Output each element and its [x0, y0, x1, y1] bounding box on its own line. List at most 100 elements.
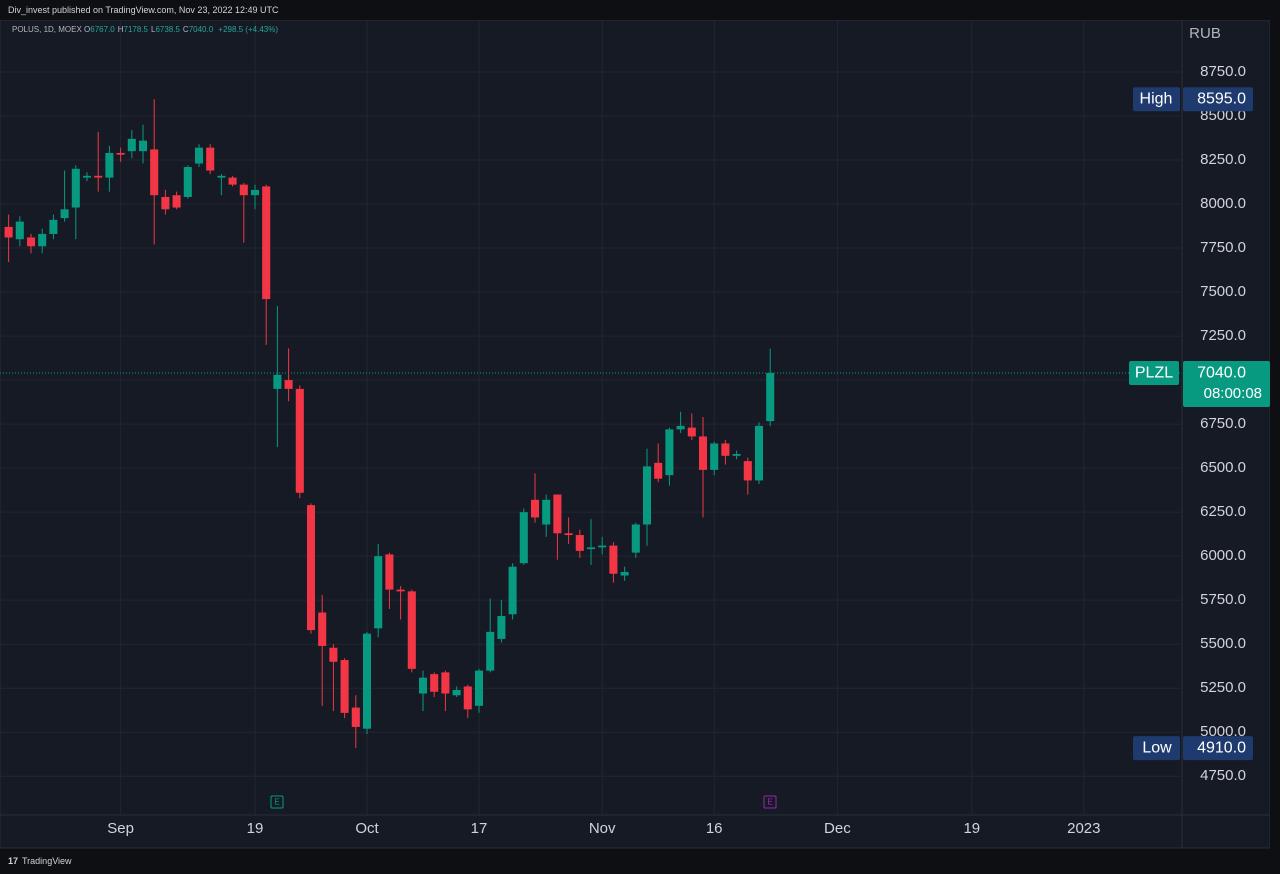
candle-body — [407, 591, 416, 669]
candle-body — [161, 196, 170, 210]
candle-body — [654, 462, 663, 479]
x-tick-label: Sep — [107, 820, 134, 837]
y-tick-label: 8750.0 — [1200, 63, 1246, 80]
candle-body — [430, 674, 439, 692]
candle-body — [318, 612, 327, 646]
candle-body — [116, 152, 125, 155]
legend-value: 6767.0 — [90, 25, 115, 34]
y-tick-label: 5000.0 — [1200, 723, 1246, 740]
candle-body — [598, 545, 607, 548]
candle-body — [150, 149, 159, 196]
legend-change: +298.5 (+4.43%) — [218, 25, 278, 34]
candle-body — [396, 589, 405, 592]
last-value: 7040.0 — [1197, 364, 1246, 381]
chart: RUB 4750.0 5000.0 5250.0 5500.0 5750.0 6000.0… — [0, 20, 1270, 849]
candle-body — [284, 380, 293, 389]
candle-body — [665, 429, 674, 476]
legend-value: 6738.5 — [155, 25, 180, 34]
candle-body — [4, 226, 13, 238]
x-tick-label: Nov — [589, 820, 616, 837]
y-tick-label: 5750.0 — [1200, 591, 1246, 608]
x-tick-label: 16 — [706, 820, 723, 837]
candle-body — [94, 175, 103, 178]
candle-body — [71, 168, 80, 208]
candle-body — [766, 373, 775, 422]
publisher-note: Div_invest published on TradingView.com,… — [8, 5, 279, 15]
candle-body — [172, 195, 181, 208]
candle-body — [362, 633, 372, 729]
candle-body — [586, 547, 596, 550]
candle-body — [385, 554, 394, 590]
x-tick-label: 19 — [963, 820, 980, 837]
candle-body — [239, 184, 248, 196]
last-symbol-bg — [1129, 361, 1179, 386]
candle-body — [710, 443, 719, 470]
y-tick-label: 5250.0 — [1200, 679, 1246, 696]
candle-body — [262, 186, 271, 300]
event-marker — [763, 795, 777, 809]
candle-body — [743, 461, 752, 481]
candle-body — [474, 670, 484, 706]
low-name: Low — [1142, 739, 1172, 756]
x-tick-label: 19 — [247, 820, 264, 837]
y-tick-label: 6250.0 — [1200, 503, 1246, 520]
candle-body — [60, 209, 69, 219]
y-tick-label: 6750.0 — [1200, 415, 1246, 432]
event-marker — [270, 795, 284, 809]
candle-body — [15, 221, 24, 240]
y-tick-label: 8000.0 — [1200, 195, 1246, 212]
logo: 17 — [8, 856, 19, 866]
y-tick-label: 6000.0 — [1200, 547, 1246, 564]
low-value: 4910.0 — [1197, 739, 1246, 756]
candle-body — [642, 466, 652, 525]
legend-key: L — [150, 25, 156, 34]
candle-body — [519, 512, 528, 564]
candle-body — [228, 177, 237, 185]
candle-body — [542, 499, 551, 525]
candle-body — [49, 219, 58, 234]
event-label: E — [767, 798, 772, 807]
legend-value: 7178.5 — [123, 25, 148, 34]
last-symbol: PLZL — [1135, 364, 1173, 381]
candle-body — [463, 686, 472, 710]
y-tick-label: 7250.0 — [1200, 327, 1246, 344]
candle-body — [441, 672, 450, 694]
candle-body — [530, 499, 540, 518]
price-tag-name-bg — [1133, 736, 1180, 761]
candle-body — [631, 524, 640, 553]
y-tick-label: 6500.0 — [1200, 459, 1246, 476]
candle-body — [374, 556, 383, 629]
candle-body — [38, 233, 47, 247]
x-tick-label: 2023 — [1067, 820, 1100, 837]
high-value: 8595.0 — [1197, 90, 1246, 107]
candle-body — [217, 175, 226, 178]
y-tick-label: 4750.0 — [1200, 767, 1246, 784]
legend-value: 7040.0 — [188, 25, 214, 34]
candle-body — [620, 572, 629, 576]
candle-body — [183, 167, 192, 197]
x-tick-label: Dec — [824, 820, 851, 837]
countdown: 08:00:08 — [1204, 385, 1262, 402]
candle-body — [295, 388, 304, 493]
chart-panel — [0, 20, 1270, 849]
candle-body — [553, 494, 562, 534]
price-tag-value-bg — [1183, 87, 1253, 112]
candle-body — [340, 660, 349, 713]
candle-body — [732, 454, 741, 456]
legend-symbol: POLUS, 1D, MOEX — [12, 25, 82, 34]
legend-items: O6767.0 H7178.5 L6738.5 C7040.0 — [84, 25, 216, 34]
candle-body — [452, 689, 461, 696]
candle-body — [698, 436, 708, 470]
candle-body — [564, 533, 573, 536]
price-tag-value-bg — [1183, 736, 1253, 761]
candle-body — [127, 138, 136, 152]
y-tick-label: 5500.0 — [1200, 635, 1246, 652]
candle-body — [575, 535, 584, 551]
y-tick-label: 8250.0 — [1200, 151, 1246, 168]
candle-body — [508, 566, 517, 615]
last-value-bg — [1183, 361, 1270, 408]
candle-body — [497, 616, 506, 639]
candle-body — [676, 425, 685, 430]
legend-key: C — [182, 25, 189, 34]
